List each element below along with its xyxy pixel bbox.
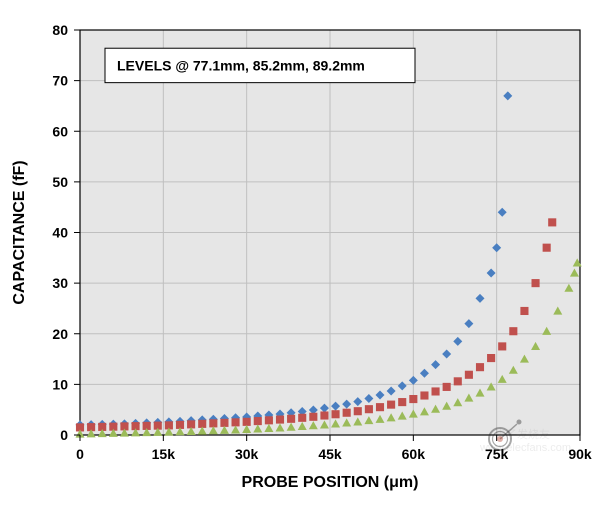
y-tick-label: 0 (60, 427, 68, 443)
x-axis-label: PROBE POSITION (μm) (242, 474, 419, 491)
annotation-text: LEVELS @ 77.1mm, 85.2mm, 89.2mm (117, 57, 365, 73)
chart-container: 015k30k45k60k75k90k01020304050607080PROB… (0, 0, 600, 505)
x-tick-label: 15k (152, 446, 176, 462)
y-tick-label: 40 (52, 225, 68, 241)
x-tick-label: 90k (568, 446, 592, 462)
x-tick-label: 45k (318, 446, 342, 462)
capacitance-chart: 015k30k45k60k75k90k01020304050607080PROB… (0, 0, 600, 505)
y-tick-label: 30 (52, 275, 68, 291)
x-tick-label: 60k (402, 446, 426, 462)
y-tick-label: 50 (52, 174, 68, 190)
x-tick-label: 0 (76, 446, 84, 462)
y-tick-label: 70 (52, 73, 68, 89)
y-tick-label: 20 (52, 326, 68, 342)
x-tick-label: 30k (235, 446, 259, 462)
y-tick-label: 10 (52, 376, 68, 392)
y-axis-label: CAPACITANCE (fF) (11, 160, 28, 304)
y-tick-label: 60 (52, 123, 68, 139)
y-tick-label: 80 (52, 22, 68, 38)
